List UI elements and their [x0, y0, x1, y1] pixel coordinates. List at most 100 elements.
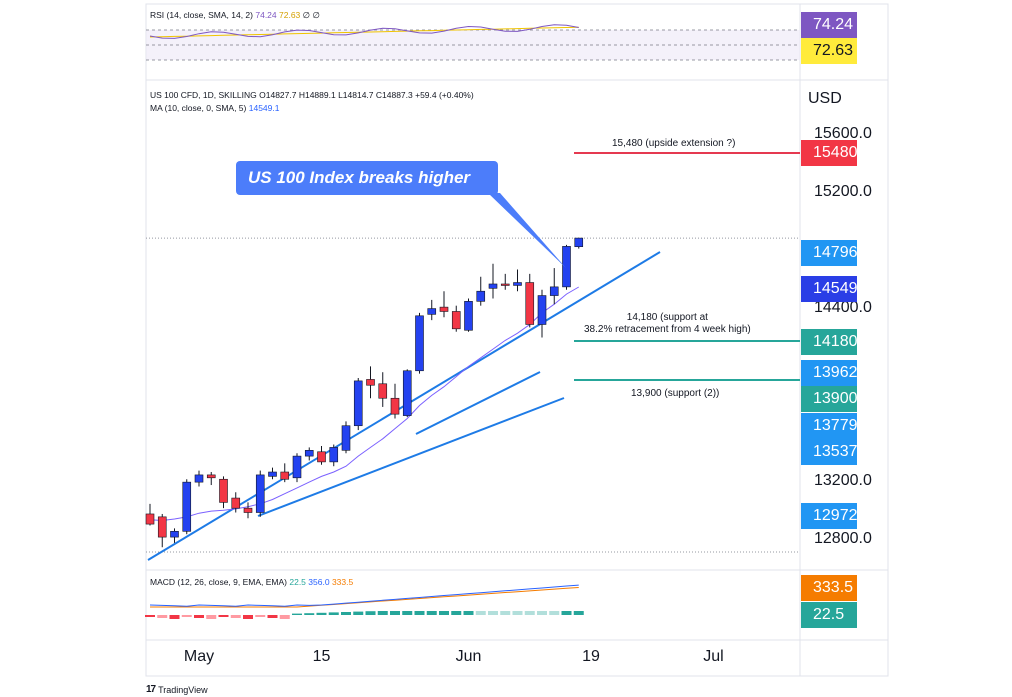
candle-body	[378, 383, 388, 399]
macd-hist-bar	[561, 611, 572, 615]
macd-hist-bar	[157, 615, 168, 618]
candle-body	[292, 455, 302, 479]
candle-body	[353, 380, 363, 427]
rsi-ma-tag: 72.63	[801, 38, 857, 64]
candle-body	[317, 451, 326, 463]
y-tick-label: 12800.0	[814, 530, 872, 547]
ma-legend: MA (10, close, 0, SMA, 5) 14549.1	[150, 103, 280, 113]
x-tick-label: Jul	[703, 648, 724, 665]
candle-body	[427, 308, 437, 315]
tradingview-logo-icon: 17	[146, 684, 156, 695]
macd-hist-bar	[414, 611, 425, 615]
level-tag-13900: 13900.0	[801, 386, 871, 412]
price-tag-13779: 13779.4	[801, 413, 871, 439]
macd-hist-bar	[194, 615, 204, 618]
macd-hist-bar	[390, 611, 400, 615]
y-tick-label: 14400.0	[814, 298, 872, 316]
macd-hist-bar	[426, 611, 437, 615]
candle-body	[194, 474, 204, 483]
macd-hist-bar	[573, 611, 584, 615]
level-tag-14180: 14180.0	[801, 329, 871, 355]
macd-hist-bar	[365, 611, 376, 615]
macd-hist-bar	[218, 615, 229, 617]
macd-signal-line	[150, 587, 579, 608]
x-tick-label: May	[183, 648, 215, 665]
annotation-upside: 15,480 (upside extension ?)	[612, 138, 736, 149]
candle-body	[268, 471, 277, 477]
candle-body	[549, 286, 559, 296]
y-tick-label: 15600.0	[814, 125, 872, 142]
x-tick-label: Jun	[455, 648, 482, 665]
price-tag-13962: 13962.3	[801, 360, 871, 386]
candle-body	[402, 370, 412, 416]
macd-hist-bar	[402, 611, 413, 615]
rsi-line	[149, 24, 579, 39]
candle-body	[182, 481, 192, 532]
macd-legend: MACD (12, 26, close, 9, EMA, EMA) 22.5 3…	[150, 577, 354, 587]
macd-hist-bar	[292, 613, 302, 615]
candle-body	[476, 290, 486, 302]
macd-hist-bar	[145, 615, 155, 617]
price-tag-14549: 14549.1	[801, 276, 871, 302]
trendline-mid	[415, 371, 541, 435]
candle-body	[243, 507, 253, 513]
macd-hist-bar	[439, 611, 449, 615]
macd-hist-bar	[500, 611, 511, 615]
candle-body	[255, 474, 265, 513]
macd-hist-bar	[475, 611, 486, 615]
candle-body	[157, 516, 167, 538]
macd-value-tag: 22.5	[801, 602, 857, 628]
x-tick-label: 15	[312, 648, 331, 665]
trendline-lower	[257, 397, 565, 517]
price-tag-12972: 12972.4	[801, 503, 871, 529]
candle-body	[231, 497, 241, 509]
price-tag-13537: 13537.3	[801, 439, 871, 465]
macd-hist-bar	[279, 615, 290, 619]
macd-hist-bar	[353, 611, 364, 615]
level-tag-15480: 15480.0	[801, 140, 871, 166]
candle-body	[170, 531, 179, 538]
currency-label: USD	[808, 90, 842, 107]
candle-body	[537, 295, 547, 325]
candle-body	[525, 282, 535, 325]
macd-line	[149, 584, 579, 607]
candle-body	[329, 447, 339, 463]
macd-hist-bar	[243, 615, 253, 619]
price-legend: US 100 CFD, 1D, SKILLING O14827.7 H14889…	[150, 90, 474, 100]
candle-body	[500, 283, 510, 286]
price-tag-14796: 14796.2	[801, 240, 871, 266]
candle-body	[464, 301, 473, 331]
ma10-line	[149, 286, 580, 522]
macd-hist-bar	[341, 612, 351, 615]
candle-body	[145, 513, 155, 525]
candle-body	[366, 379, 375, 386]
x-tick-label: 19	[582, 648, 600, 665]
macd-hist-bar	[181, 615, 192, 617]
brand-footer: 17 TradingView	[146, 684, 208, 695]
annotation-support-1: 14,180 (support at 38.2% retracement fro…	[584, 312, 751, 335]
macd-hist-bar	[328, 612, 339, 615]
y-tick-label: 13200.0	[814, 472, 872, 490]
macd-hist-bar	[451, 611, 462, 615]
macd-hist-bar	[377, 611, 388, 615]
callout-pointer	[488, 193, 566, 268]
candle-body	[304, 450, 314, 457]
y-tick-label: 15200.0	[814, 182, 872, 200]
candle-body	[562, 246, 571, 288]
macd-hist-bar	[524, 611, 535, 615]
candle-body	[451, 311, 461, 330]
macd-hist-bar	[206, 615, 217, 619]
candle-body	[341, 425, 351, 451]
rsi-legend: RSI (14, close, SMA, 14, 2) 74.24 72.63 …	[150, 10, 320, 20]
macd-hist-bar	[537, 611, 547, 615]
macd-hist-bar	[255, 615, 266, 617]
candle-body	[513, 282, 522, 286]
rsi-ma-line	[149, 26, 579, 38]
candle-body	[574, 237, 584, 248]
candle-body	[206, 474, 216, 479]
macd-hist-bar	[549, 611, 560, 615]
chart-frame	[145, 3, 889, 677]
candle-body	[439, 306, 449, 312]
macd-hist-bar	[267, 615, 278, 618]
